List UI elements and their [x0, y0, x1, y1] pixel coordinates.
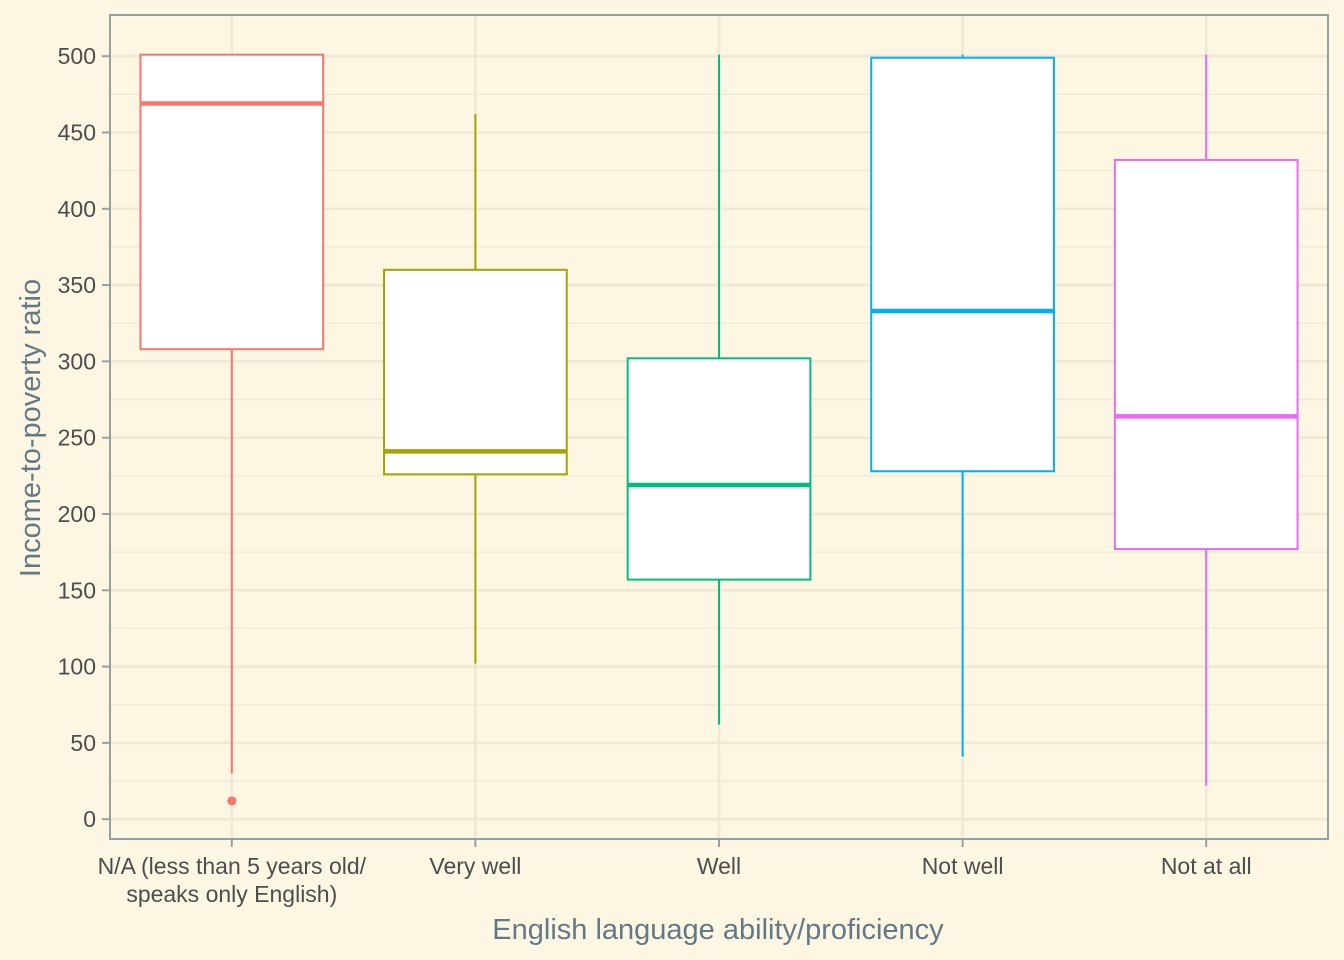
- box-iqr: [1113, 158, 1299, 551]
- x-tick-label-line: Not at all: [1161, 853, 1252, 879]
- y-tick-label: 250: [58, 425, 96, 451]
- x-tick-label-line: Very well: [429, 853, 521, 879]
- y-tick-label: 150: [58, 577, 96, 603]
- box-iqr: [383, 268, 568, 476]
- box-iqr: [870, 56, 1055, 473]
- y-tick-label: 300: [58, 348, 96, 374]
- x-tick-label-line: speaks only English): [126, 881, 337, 907]
- y-tick-label: 350: [58, 272, 96, 298]
- y-tick-label: 500: [58, 43, 96, 69]
- box-group: [870, 54, 1055, 757]
- box-group: [383, 114, 568, 664]
- y-tick-label: 400: [58, 196, 96, 222]
- x-tick-label-line: N/A (less than 5 years old/: [98, 853, 367, 879]
- x-tick-label-line: Not well: [922, 853, 1004, 879]
- box-iqr: [626, 357, 812, 581]
- box-group: [139, 53, 325, 806]
- x-tick-label: N/A (less than 5 years old/speaks only E…: [98, 853, 367, 907]
- x-tick-label: Not at all: [1161, 853, 1252, 879]
- x-axis-title: English language ability/proficiency: [492, 914, 944, 946]
- box-iqr: [139, 53, 325, 351]
- axes: 0 50 100 150 200 250 300 350 400 450 500 N/A (less …: [58, 43, 1252, 907]
- box-group: [1113, 54, 1299, 786]
- boxes: [139, 53, 1299, 806]
- y-tick-label: 450: [58, 119, 96, 145]
- x-tick-label: Very well: [429, 853, 521, 879]
- y-tick-label: 100: [58, 654, 96, 680]
- y-tick-label: 50: [70, 730, 96, 756]
- outlier-point: [227, 796, 237, 806]
- y-axis-title: Income-to-poverty ratio: [15, 279, 47, 577]
- y-tick-label: 200: [58, 501, 96, 527]
- x-tick-label: Well: [697, 853, 741, 879]
- x-tick-label: Not well: [922, 853, 1004, 879]
- x-tick-label-line: Well: [697, 853, 741, 879]
- box-group: [626, 54, 812, 725]
- y-tick-label: 0: [83, 806, 96, 832]
